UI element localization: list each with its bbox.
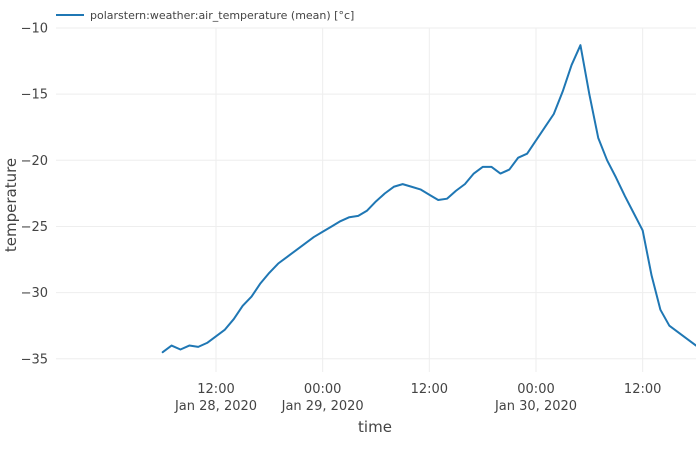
x-tick-label: 00:00 [304, 382, 341, 397]
x-tick-label: 12:00 [197, 382, 234, 397]
y-tick-label: −20 [21, 154, 48, 169]
x-tick-date-label: Jan 29, 2020 [281, 399, 364, 414]
grid [56, 27, 696, 372]
series-line[interactable] [161, 44, 700, 359]
x-axis-ticks: 12:00 Jan 28, 2020 00:00 Jan 29, 2020 12:00 0… [174, 382, 661, 414]
y-tick-label: −25 [21, 220, 48, 235]
x-tick-label: 12:00 [624, 382, 661, 397]
x-tick-label: 12:00 [411, 382, 448, 397]
y-axis-title: temperature [2, 158, 20, 252]
y-tick-label: −10 [21, 22, 48, 37]
x-tick-label: 00:00 [517, 382, 554, 397]
y-tick-label: −30 [21, 286, 48, 301]
legend[interactable]: polarstern:weather:air_temperature (mean… [56, 9, 354, 22]
y-axis-ticks: −10 −15 −20 −25 −30 −35 [21, 22, 48, 368]
x-tick-date-label: Jan 28, 2020 [174, 399, 257, 414]
x-axis-title: time [358, 418, 392, 436]
series-layer [161, 44, 700, 359]
x-tick-date-label: Jan 30, 2020 [494, 399, 577, 414]
legend-label: polarstern:weather:air_temperature (mean… [90, 9, 354, 22]
y-tick-label: −35 [21, 352, 48, 367]
y-tick-label: −15 [21, 88, 48, 103]
